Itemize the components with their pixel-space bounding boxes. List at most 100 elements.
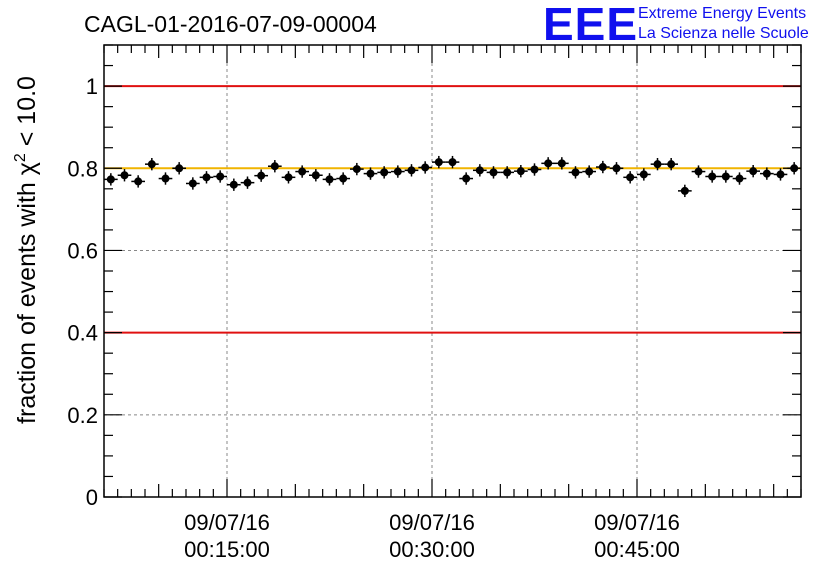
point-marker: [639, 170, 648, 179]
point-marker: [134, 177, 143, 186]
eee-logo: EEE: [543, 0, 639, 50]
data-point: [199, 171, 214, 184]
logo-caption: Extreme Energy Events La Scienza nelle S…: [638, 4, 809, 44]
data-point: [500, 166, 514, 179]
data-point: [268, 160, 282, 173]
point-marker: [120, 171, 129, 180]
point-marker: [298, 167, 307, 176]
point-marker: [175, 164, 184, 173]
data-point: [432, 155, 446, 169]
data-point: [377, 166, 391, 179]
y-tick-label: 0.2: [67, 403, 98, 428]
y-tick-label: 0.6: [67, 238, 98, 263]
point-marker: [434, 158, 443, 167]
point-marker: [229, 180, 238, 189]
y-tick-label: 1: [86, 74, 98, 99]
data-point: [746, 164, 760, 178]
data-points: [104, 155, 801, 198]
point-marker: [325, 175, 334, 184]
data-point: [527, 163, 542, 176]
reference-lines: [104, 85, 801, 334]
data-point: [295, 165, 309, 178]
x-tick-label-time: 00:30:00: [389, 537, 475, 562]
point-marker: [475, 166, 484, 175]
data-point: [541, 157, 555, 170]
data-point: [732, 172, 747, 185]
logo-line-2: La Scienza nelle Scuole: [638, 25, 809, 42]
point-marker: [339, 174, 348, 183]
point-marker: [708, 172, 717, 181]
point-marker: [680, 186, 689, 195]
grid-layer: [104, 45, 801, 498]
data-point: [336, 172, 350, 185]
data-point: [719, 170, 733, 183]
data-point: [459, 172, 473, 185]
data-point: [172, 162, 186, 175]
y-tick-label: 0: [86, 485, 98, 510]
y-axis-label-prefix: fraction of events with χ: [13, 162, 41, 424]
point-marker: [106, 175, 115, 184]
data-point: [131, 175, 145, 188]
data-point: [773, 168, 788, 181]
logo-line-1: Extreme Energy Events: [638, 5, 807, 22]
data-point: [650, 158, 665, 171]
data-point: [240, 176, 255, 189]
data-point: [596, 160, 610, 174]
x-tick-label-date: 09/07/16: [389, 510, 475, 535]
point-marker: [270, 162, 279, 171]
point-marker: [762, 169, 771, 178]
point-marker: [421, 163, 430, 172]
point-marker: [161, 174, 170, 183]
point-marker: [503, 168, 512, 177]
point-marker: [612, 164, 621, 173]
x-tick-label-time: 00:45:00: [594, 537, 680, 562]
point-marker: [626, 173, 635, 182]
data-point: [117, 169, 132, 182]
point-marker: [544, 159, 553, 168]
point-marker: [462, 174, 471, 183]
y-axis-label: fraction of events with χ2 < 10.0: [12, 76, 41, 424]
data-point: [514, 164, 528, 178]
data-point: [623, 171, 637, 184]
chart-title: CAGL-01-2016-07-09-00004: [84, 11, 377, 37]
point-marker: [653, 160, 662, 169]
data-point: [418, 161, 432, 174]
plot-frame: [103, 44, 802, 498]
data-point: [473, 164, 487, 177]
data-point: [445, 155, 460, 169]
data-point: [609, 162, 624, 175]
point-marker: [721, 172, 730, 181]
point-marker: [667, 160, 676, 169]
data-point: [213, 170, 227, 183]
point-marker: [380, 168, 389, 177]
x-tick-label-time: 00:15:00: [184, 537, 270, 562]
point-marker: [585, 167, 594, 176]
data-point: [104, 173, 118, 186]
data-point: [582, 165, 596, 178]
data-point: [145, 158, 159, 171]
point-marker: [407, 166, 416, 175]
data-point: [254, 169, 268, 182]
point-marker: [516, 167, 525, 176]
data-point: [760, 167, 774, 180]
point-marker: [366, 169, 375, 178]
point-marker: [147, 160, 156, 169]
point-marker: [352, 165, 361, 174]
y-axis-label-suffix: < 10.0: [13, 76, 41, 153]
data-point: [691, 165, 706, 178]
x-tick-label-date: 09/07/16: [594, 510, 680, 535]
data-point: [678, 184, 692, 198]
data-point: [705, 170, 719, 183]
data-point: [391, 165, 405, 178]
point-marker: [735, 174, 744, 183]
point-marker: [776, 170, 785, 179]
point-marker: [557, 159, 566, 168]
axes: 00.20.40.60.8109/07/1600:15:0009/07/1600…: [67, 44, 802, 562]
data-point: [568, 166, 583, 179]
point-marker: [598, 163, 607, 172]
point-marker: [393, 167, 402, 176]
data-point: [281, 171, 296, 184]
data-point: [486, 166, 501, 179]
data-point: [350, 162, 364, 176]
